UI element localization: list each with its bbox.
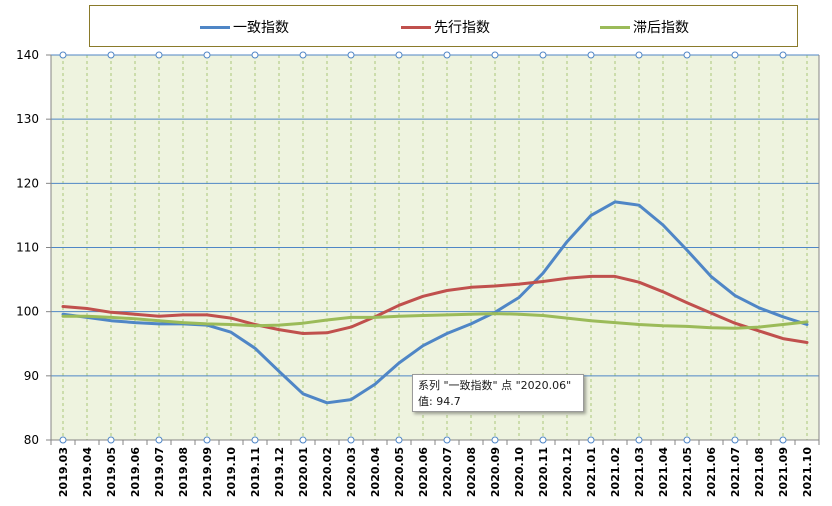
x-tick-label: 2020.06: [417, 447, 430, 497]
x-tick-label: 2019.11: [249, 447, 262, 497]
axes: [46, 54, 820, 445]
edge-marker: [635, 436, 643, 444]
legend: 一致指数 先行指数 滞后指数: [89, 5, 798, 47]
x-tick-label: 2020.09: [489, 447, 502, 497]
x-tick-label: 2019.07: [153, 447, 166, 497]
x-tick-label: 2021.09: [777, 447, 790, 497]
edge-marker: [491, 51, 499, 59]
edge-marker: [299, 51, 307, 59]
legend-label: 先行指数: [434, 20, 490, 36]
edge-marker: [251, 51, 259, 59]
edge-marker: [347, 436, 355, 444]
edge-marker: [683, 436, 691, 444]
x-tick-label: 2020.11: [537, 447, 550, 497]
edge-marker: [59, 436, 67, 444]
x-tick-label: 2020.05: [393, 447, 406, 497]
edge-marker: [731, 436, 739, 444]
x-tick-label: 2021.06: [705, 447, 718, 497]
x-tick-label: 2021.10: [801, 447, 814, 497]
y-tick-label: 90: [24, 369, 39, 383]
edge-marker: [299, 436, 307, 444]
x-tick-label: 2019.10: [225, 447, 238, 497]
series-line: [61, 312, 809, 330]
x-tick-label: 2019.09: [201, 447, 214, 497]
legend-swatch: [600, 25, 630, 29]
x-tick-label: 2021.02: [609, 447, 622, 497]
edge-marker: [539, 436, 547, 444]
edge-marker: [59, 51, 67, 59]
y-tick-label: 140: [16, 48, 39, 62]
x-tick-label: 2021.07: [729, 447, 742, 497]
edge-marker: [107, 51, 115, 59]
edge-marker: [155, 51, 163, 59]
edge-marker: [347, 51, 355, 59]
data-point-tooltip: 系列 "一致指数" 点 "2020.06" 值: 94.7: [412, 374, 584, 412]
edge-marker: [779, 51, 787, 59]
edge-marker: [587, 436, 595, 444]
y-tick-label: 130: [16, 112, 39, 126]
data-series: [61, 200, 809, 405]
x-tick-label: 2020.04: [369, 447, 382, 497]
legend-item-coincident[interactable]: 一致指数: [200, 18, 289, 36]
x-tick-label: 2020.03: [345, 447, 358, 497]
edge-marker: [683, 51, 691, 59]
x-tick-label: 2020.02: [321, 447, 334, 497]
edge-marker: [155, 436, 163, 444]
edge-marker: [443, 51, 451, 59]
edge-marker: [635, 51, 643, 59]
tooltip-value: 值: 94.7: [418, 395, 461, 408]
edge-marker: [107, 436, 115, 444]
y-axis-tick-labels: 80 90 100 110 120 130 140: [16, 48, 39, 447]
edge-marker: [203, 436, 211, 444]
x-tick-label: 2021.04: [657, 447, 670, 497]
x-tick-label: 2020.12: [561, 447, 574, 497]
x-tick-label: 2021.01: [585, 447, 598, 497]
y-tick-label: 120: [16, 176, 39, 190]
edge-marker: [539, 51, 547, 59]
legend-swatch: [200, 25, 230, 29]
x-tick-label: 2020.10: [513, 447, 526, 497]
x-axis-tick-labels: 2019.03 2019.04 2019.05 2019.06 2019.07 2019.…: [57, 447, 814, 497]
x-tick-label: 2019.12: [273, 447, 286, 497]
x-tick-label: 2019.04: [81, 447, 94, 497]
y-tick-label: 80: [24, 433, 39, 447]
legend-item-leading[interactable]: 先行指数: [401, 18, 490, 36]
x-tick-label: 2019.06: [129, 447, 142, 497]
edge-marker: [203, 51, 211, 59]
edge-marker: [779, 436, 787, 444]
edge-marker: [443, 436, 451, 444]
legend-swatch: [401, 25, 431, 29]
x-tick-label: 2019.08: [177, 447, 190, 497]
legend-item-lagging[interactable]: 滞后指数: [600, 18, 689, 36]
edge-marker: [731, 51, 739, 59]
tooltip-series-point: 系列 "一致指数" 点 "2020.06": [418, 379, 572, 392]
edge-marker: [587, 51, 595, 59]
edge-marker: [395, 436, 403, 444]
legend-label: 滞后指数: [633, 20, 689, 36]
x-tick-label: 2021.03: [633, 447, 646, 497]
x-tick-label: 2020.01: [297, 447, 310, 497]
edge-marker: [251, 436, 259, 444]
edge-marker: [491, 436, 499, 444]
y-tick-label: 110: [16, 241, 39, 255]
x-tick-label: 2019.03: [57, 447, 70, 497]
series-line: [61, 274, 809, 344]
x-tick-label: 2021.08: [753, 447, 766, 497]
axis-circle-markers: [59, 51, 787, 444]
x-tick-label: 2020.08: [465, 447, 478, 497]
x-tick-label: 2020.07: [441, 447, 454, 497]
legend-label: 一致指数: [233, 20, 289, 36]
x-tick-label: 2019.05: [105, 447, 118, 497]
y-tick-label: 100: [16, 305, 39, 319]
x-tick-label: 2021.05: [681, 447, 694, 497]
edge-marker: [395, 51, 403, 59]
